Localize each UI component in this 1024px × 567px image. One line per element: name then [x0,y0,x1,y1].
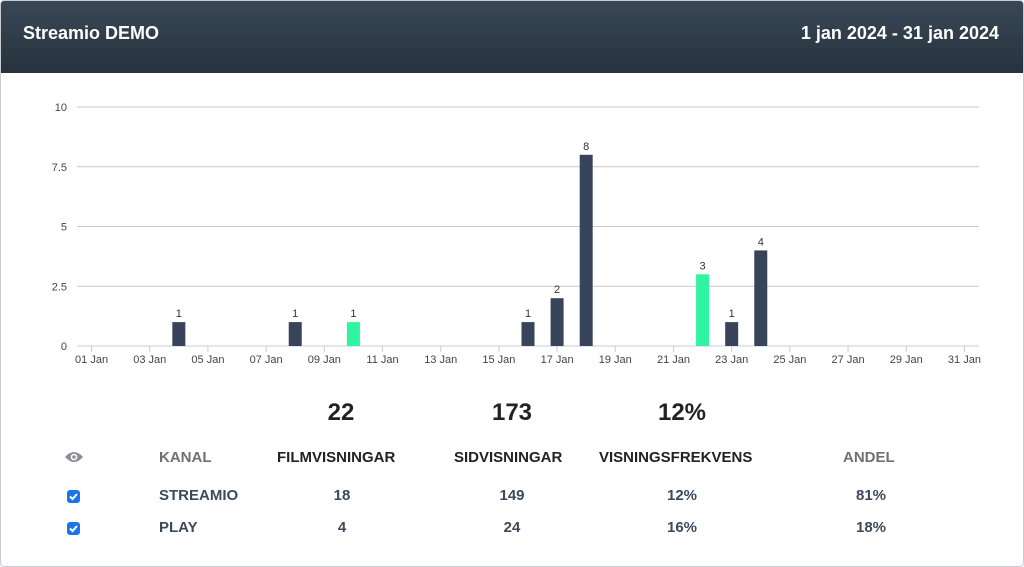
header-visningsfrekvens[interactable]: VISNINGSFREKVENS [599,449,753,466]
views-bar-chart: 0 2.5 5 7.5 10 01 Jan 03 Jan 05 Jan 07 Jan 09 Jan… [52,102,981,366]
bar [521,322,535,346]
date-range[interactable]: 1 jan 2024 - 31 jan 2024 [800,23,999,43]
bar-value-label: 1 [525,308,531,320]
row-andel: 18% [855,519,887,536]
x-tick-label: 01 Jan [75,354,108,366]
row-andel: 81% [855,487,887,504]
row-film: 18 [333,487,351,504]
bar [579,154,593,346]
y-tick-label: 0 [61,341,67,353]
checkbox-checked-icon [69,493,78,501]
row-frekvens: 16% [666,519,698,536]
bar-value-label: 2 [554,284,560,296]
bar-value-label: 4 [758,236,764,248]
eye-icon[interactable] [64,450,84,469]
x-tick-label: 19 Jan [599,354,632,366]
y-tick-label: 2.5 [52,281,67,293]
row-sid: 24 [503,519,521,536]
bar [550,298,564,346]
checkbox-streamio[interactable] [67,490,80,503]
bar-value-label: 1 [729,308,735,320]
x-tick-label: 27 Jan [832,354,865,366]
bar [346,322,360,346]
x-tick-label: 09 Jan [308,354,341,366]
bar [725,322,739,346]
bar [288,322,302,346]
row-sid: 149 [499,487,525,504]
bar [172,322,186,346]
row-frekvens: 12% [666,487,698,504]
x-tick-label: 15 Jan [482,354,515,366]
y-tick-label: 5 [61,222,67,234]
header-sidvisningar[interactable]: SIDVISNINGAR [454,449,563,466]
row-film: 4 [337,519,347,536]
x-tick-label: 07 Jan [250,354,283,366]
app-title: Streamio DEMO [23,23,160,43]
x-tick-label: 03 Jan [133,354,166,366]
x-tick-label: 05 Jan [191,354,224,366]
x-tick-label: 23 Jan [715,354,748,366]
row-kanal: STREAMIO [159,487,239,504]
header-andel[interactable]: ANDEL [843,449,895,466]
total-frekvens: 12% [657,399,707,426]
bar-value-label: 1 [292,308,298,320]
y-tick-label: 10 [55,102,67,114]
checkbox-play[interactable] [67,522,80,535]
x-tick-label: 31 Jan [948,354,981,366]
x-tick-label: 11 Jan [366,354,398,366]
bar-value-label: 1 [350,308,356,320]
header-filmvisningar[interactable]: FILMVISNINGAR [277,449,396,466]
y-tick-label: 7.5 [52,162,67,174]
bar-value-label: 1 [176,308,182,320]
x-tick-label: 21 Jan [657,354,690,366]
total-filmvisningar: 22 [327,399,355,426]
checkbox-checked-icon [69,525,78,533]
bar [754,250,768,346]
header-kanal[interactable]: KANAL [159,449,212,466]
x-tick-label: 25 Jan [773,354,806,366]
bar-value-label: 3 [700,260,706,272]
bar-value-label: 8 [583,141,589,153]
header-bar: Streamio DEMO 1 jan 2024 - 31 jan 2024 [1,1,1023,73]
row-kanal: PLAY [159,519,198,536]
x-tick-label: 29 Jan [890,354,923,366]
x-tick-label: 17 Jan [541,354,574,366]
bar [696,274,710,346]
total-sidvisningar: 173 [491,399,533,426]
x-tick-label: 13 Jan [424,354,457,366]
